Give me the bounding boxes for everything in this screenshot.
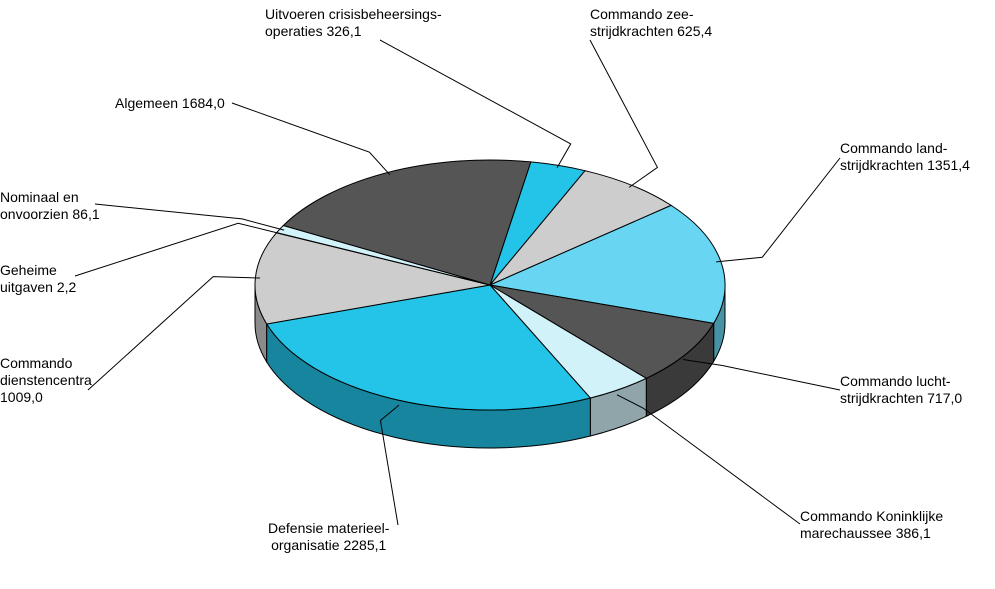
- leader-line: [232, 103, 390, 175]
- leader-line: [590, 40, 657, 187]
- slice-label: Algemeen 1684,0: [115, 95, 225, 112]
- slice-label: Commando zee- strijdkrachten 625,4: [590, 6, 712, 40]
- leader-line: [380, 40, 571, 168]
- slice-label: Commando lucht- strijdkrachten 717,0: [840, 373, 962, 407]
- leader-line: [716, 158, 840, 262]
- slice-label: Geheime uitgaven 2,2: [0, 262, 76, 296]
- slice-label: Commando land- strijdkrachten 1351,4: [840, 140, 970, 174]
- pie-chart: [0, 0, 995, 589]
- leader-line: [95, 204, 284, 230]
- leader-line: [88, 277, 260, 390]
- slice-label: Commando Koninklijke marechaussee 386,1: [800, 508, 943, 542]
- slice-label: Uitvoeren crisisbeheersings- operaties 3…: [265, 6, 442, 40]
- leader-line: [75, 223, 281, 276]
- slice-label: Commando dienstencentra 1009,0: [0, 355, 92, 405]
- slice-label: Nominaal en onvoorzien 86,1: [0, 189, 100, 223]
- slice-label: Defensie materieel- organisatie 2285,1: [268, 520, 389, 554]
